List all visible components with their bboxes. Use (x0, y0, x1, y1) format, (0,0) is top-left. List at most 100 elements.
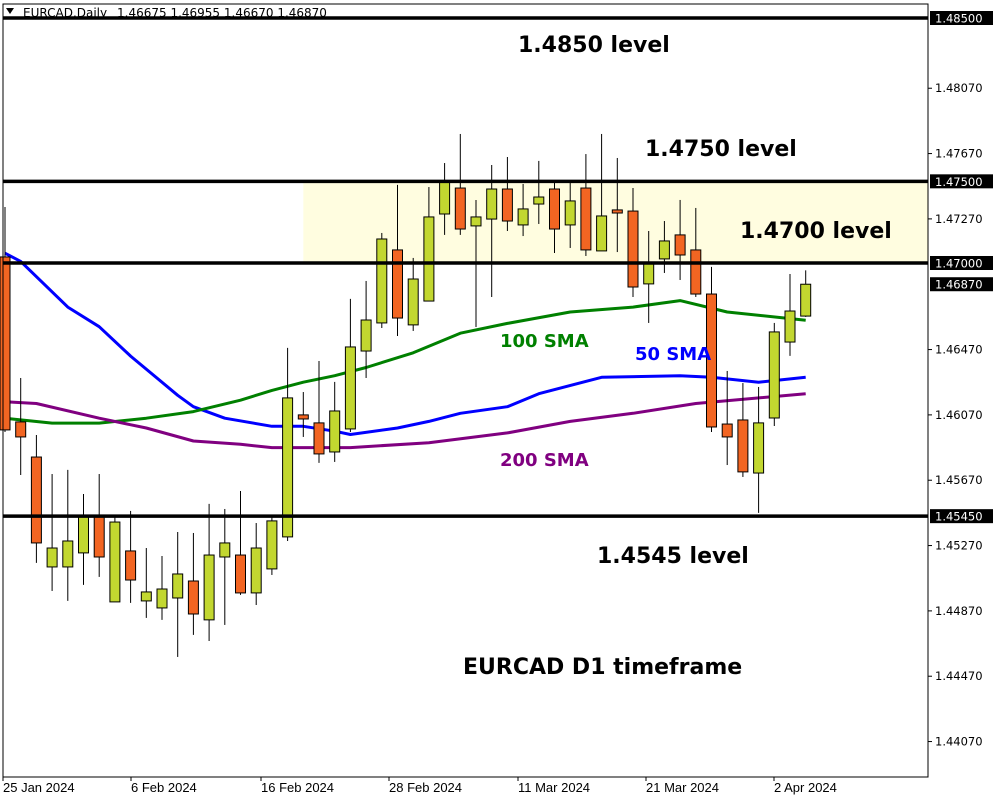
candle (737, 383, 749, 477)
annotation-eurcad-d1-timeframe: EURCAD D1 timeframe (463, 655, 742, 680)
x-tick-label: 2 Apr 2024 (774, 780, 837, 795)
price-label: 1.45450 (935, 510, 983, 524)
candle (125, 510, 137, 603)
annotation-1-4700-level: 1.4700 level (740, 219, 892, 244)
price-label: 1.47000 (935, 256, 983, 270)
candle-body-bull (423, 216, 435, 302)
candle (46, 474, 58, 591)
candle (706, 266, 717, 433)
candle (674, 199, 686, 280)
candle (800, 270, 812, 317)
candle (611, 157, 623, 253)
candle (203, 503, 215, 641)
y-tick-label: 1.46470 (935, 343, 983, 357)
annotation-1-4850-level: 1.4850 level (518, 33, 670, 58)
candle (297, 392, 309, 437)
price-label: 1.46870 (935, 278, 983, 292)
triangle-down-icon[interactable] (6, 8, 14, 14)
candle (753, 386, 765, 513)
candle (768, 322, 780, 426)
resistance-zone (303, 181, 928, 263)
candle-body-bull (517, 208, 529, 226)
candle-body-bull (800, 283, 812, 317)
candle (282, 347, 294, 541)
candle (266, 515, 278, 575)
candle (501, 156, 513, 231)
candle-body-bull (140, 591, 152, 602)
x-tick-label: 25 Jan 2024 (3, 780, 75, 795)
candle (15, 377, 27, 475)
candle-body-bull (486, 188, 498, 220)
candle-body-bull (533, 196, 545, 205)
candle-body-bear (674, 234, 686, 256)
candle (407, 257, 419, 331)
y-tick-label: 1.48070 (935, 81, 983, 95)
candle-body-bull (768, 331, 780, 419)
candle-body-bull (266, 520, 278, 570)
annotation-100-sma: 100 SMA (500, 331, 589, 352)
candle-body-bear (235, 554, 246, 594)
candle-body-bull (360, 319, 372, 352)
price-label: 1.47500 (935, 175, 983, 189)
annotation-200-sma: 200 SMA (500, 450, 589, 471)
candle-body-bull (282, 397, 294, 538)
candle-body-bull (250, 547, 262, 594)
candle-body-bear (721, 423, 733, 438)
candle-body-bull (596, 215, 608, 252)
candle (784, 273, 796, 356)
candle-body-bear (15, 421, 27, 438)
price-label-box (930, 255, 993, 270)
candle-body-bull (172, 573, 184, 599)
y-tick-label: 1.44470 (935, 669, 983, 683)
candle-body-bear (627, 210, 639, 288)
sma-line-50 (4, 251, 806, 436)
candle-body-bull (344, 346, 356, 430)
candle (596, 133, 608, 252)
candle-body-bull (407, 278, 419, 326)
candle-body-bear (93, 514, 105, 558)
y-tick-label: 1.45270 (935, 539, 983, 553)
price-label-box (930, 509, 993, 524)
candle (172, 531, 184, 657)
y-tick-label: 1.46070 (935, 408, 983, 422)
y-tick-label: 1.44070 (935, 735, 983, 749)
candle-body-bear (392, 249, 403, 319)
candle (156, 556, 168, 620)
candle (109, 516, 121, 603)
candle (392, 184, 403, 337)
candle-body-bear (501, 188, 513, 222)
candle-body-bear (30, 456, 42, 544)
candle-body-bull (564, 200, 576, 226)
price-label-box (930, 11, 993, 25)
candle-body-bear (187, 580, 199, 615)
candle-body-bear (125, 550, 137, 581)
candle-body-bear (611, 209, 623, 214)
candle-body-bear (0, 256, 11, 431)
candle (250, 523, 262, 606)
candle (627, 188, 639, 297)
candle-body-bull (784, 310, 796, 343)
candle-body-bear (297, 414, 309, 420)
candle (313, 360, 325, 463)
candle-body-bull (62, 540, 74, 568)
candle (423, 187, 435, 302)
x-tick-label: 28 Feb 2024 (389, 780, 462, 795)
symbol-label: EURCAD,Daily (23, 6, 107, 20)
sma-line-200 (4, 392, 806, 450)
candle-body-bull (156, 588, 168, 609)
candle-body-bear (737, 419, 749, 473)
candle-body-bear (549, 188, 560, 230)
y-tick-label: 1.47670 (935, 147, 983, 161)
x-tick-label: 6 Feb 2024 (131, 780, 197, 795)
candle-body-bear (706, 293, 717, 428)
candle-body-bull (219, 542, 231, 558)
x-tick-label: 21 Mar 2024 (646, 780, 719, 795)
x-tick-label: 11 Mar 2024 (518, 780, 590, 795)
candle (187, 532, 199, 635)
price-label-box (930, 174, 993, 189)
candle (235, 491, 246, 595)
candle-body-bull (753, 422, 765, 474)
candle (486, 164, 498, 297)
candle (329, 381, 341, 462)
